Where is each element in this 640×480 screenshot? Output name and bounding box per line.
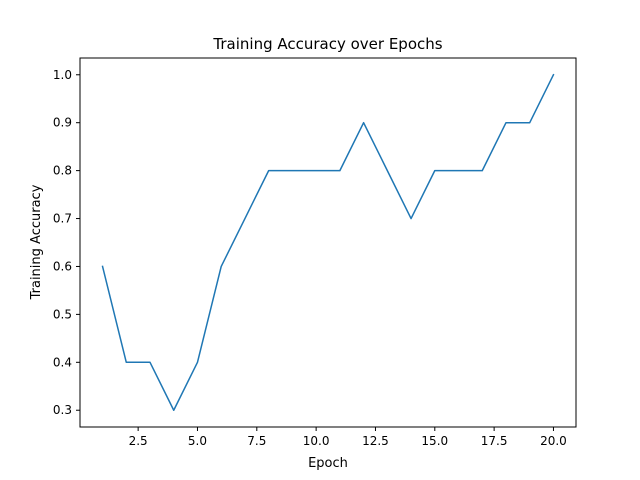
x-tick-label: 7.5 [247, 434, 266, 448]
chart-title: Training Accuracy over Epochs [212, 35, 442, 53]
y-tick-label: 0.4 [53, 355, 72, 369]
y-tick-label: 0.7 [53, 212, 72, 226]
x-tick-label: 15.0 [421, 434, 448, 448]
x-axis-label: Epoch [308, 456, 348, 471]
y-tick-label: 0.5 [53, 307, 72, 321]
x-tick-label: 10.0 [303, 434, 330, 448]
y-tick-label: 0.9 [53, 116, 72, 130]
y-axis-label: Training Accuracy [29, 184, 44, 300]
y-tick-label: 0.6 [53, 259, 72, 273]
y-tick-label: 1.0 [53, 68, 72, 82]
x-tick-label: 20.0 [540, 434, 567, 448]
x-tick-label: 5.0 [188, 434, 207, 448]
plot-area: 2.5 5.0 7.5 10.0 12.5 15.0 17.5 20.0 0.3 0.4 0.5 0.… [53, 57, 577, 448]
x-tick-label: 17.5 [481, 434, 508, 448]
y-tick-label: 0.8 [53, 164, 72, 178]
axes-frame [79, 57, 577, 428]
series-line-0 [101, 73, 555, 411]
x-tick-label: 2.5 [129, 434, 148, 448]
x-tick-label: 12.5 [362, 434, 389, 448]
y-tick-label: 0.3 [53, 403, 72, 417]
